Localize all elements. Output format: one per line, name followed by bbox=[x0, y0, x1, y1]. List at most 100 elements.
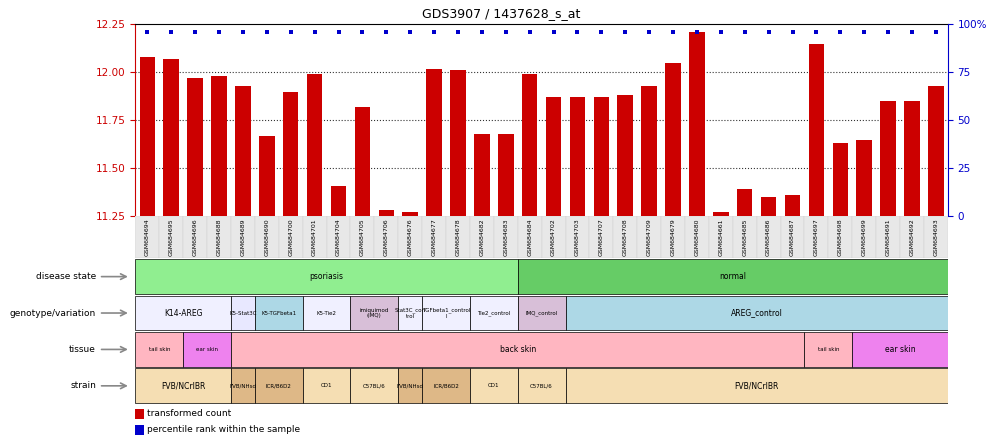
Bar bbox=[712, 212, 727, 216]
Text: TGFbeta1_control
l: TGFbeta1_control l bbox=[422, 307, 470, 319]
Bar bbox=[708, 216, 732, 258]
Bar bbox=[187, 78, 202, 216]
Bar bbox=[498, 134, 513, 216]
Bar bbox=[446, 216, 470, 258]
Text: ear skin: ear skin bbox=[196, 347, 217, 352]
Bar bbox=[517, 216, 541, 258]
Text: tissue: tissue bbox=[69, 345, 96, 354]
Text: GSM684677: GSM684677 bbox=[431, 218, 436, 256]
Text: strain: strain bbox=[70, 381, 96, 390]
Text: GSM684661: GSM684661 bbox=[717, 218, 722, 256]
Bar bbox=[808, 44, 824, 216]
Bar bbox=[135, 424, 143, 435]
Bar bbox=[350, 369, 398, 403]
Bar bbox=[780, 216, 804, 258]
Text: CD1: CD1 bbox=[488, 383, 499, 388]
Bar bbox=[303, 296, 350, 330]
Text: GSM684701: GSM684701 bbox=[312, 218, 317, 256]
Text: GSM684691: GSM684691 bbox=[885, 218, 890, 256]
Bar bbox=[474, 134, 489, 216]
Text: GSM684709: GSM684709 bbox=[646, 218, 651, 256]
Bar bbox=[904, 101, 919, 216]
Text: GSM684689: GSM684689 bbox=[240, 218, 245, 256]
Bar bbox=[517, 369, 565, 403]
Bar bbox=[230, 216, 255, 258]
Bar bbox=[303, 369, 350, 403]
Bar bbox=[565, 369, 947, 403]
Bar bbox=[402, 212, 418, 216]
Bar bbox=[331, 186, 346, 216]
Text: tail skin: tail skin bbox=[148, 347, 170, 352]
Bar bbox=[756, 216, 780, 258]
Text: Tie2_control: Tie2_control bbox=[477, 310, 510, 316]
Text: GSM684683: GSM684683 bbox=[503, 218, 508, 256]
Bar bbox=[684, 216, 708, 258]
Bar bbox=[828, 216, 852, 258]
Bar bbox=[135, 296, 230, 330]
Bar bbox=[470, 369, 517, 403]
Bar bbox=[422, 216, 446, 258]
Bar bbox=[736, 190, 752, 216]
Bar bbox=[565, 296, 947, 330]
Bar bbox=[183, 216, 206, 258]
Text: CD1: CD1 bbox=[321, 383, 332, 388]
Bar bbox=[732, 216, 756, 258]
Text: GSM684687: GSM684687 bbox=[790, 218, 795, 256]
Text: GSM684703: GSM684703 bbox=[574, 218, 579, 256]
Text: GSM684708: GSM684708 bbox=[622, 218, 627, 256]
Bar bbox=[660, 216, 684, 258]
Bar bbox=[804, 216, 828, 258]
Bar bbox=[804, 332, 852, 367]
Bar bbox=[230, 332, 804, 367]
Bar bbox=[832, 143, 848, 216]
Bar bbox=[688, 32, 704, 216]
Text: GSM684699: GSM684699 bbox=[861, 218, 866, 256]
Text: genotype/variation: genotype/variation bbox=[10, 309, 96, 317]
Bar bbox=[856, 139, 871, 216]
Text: normal: normal bbox=[718, 272, 745, 281]
Bar bbox=[422, 369, 470, 403]
Bar bbox=[761, 197, 776, 216]
Bar bbox=[470, 216, 493, 258]
Bar bbox=[450, 71, 465, 216]
Bar bbox=[307, 74, 322, 216]
Bar bbox=[876, 216, 899, 258]
Bar bbox=[259, 136, 275, 216]
Bar bbox=[135, 259, 517, 294]
Bar bbox=[521, 74, 537, 216]
Text: K14-AREG: K14-AREG bbox=[163, 309, 202, 317]
Bar bbox=[880, 101, 895, 216]
Text: ear skin: ear skin bbox=[884, 345, 915, 354]
Text: GSM684678: GSM684678 bbox=[455, 218, 460, 256]
Bar bbox=[784, 195, 800, 216]
Text: GSM684702: GSM684702 bbox=[550, 218, 555, 256]
Bar bbox=[255, 369, 303, 403]
Bar bbox=[923, 216, 947, 258]
Bar bbox=[355, 107, 370, 216]
Bar bbox=[230, 369, 255, 403]
Bar bbox=[545, 97, 561, 216]
Bar bbox=[589, 216, 612, 258]
Text: GSM684697: GSM684697 bbox=[813, 218, 818, 256]
Text: GSM684684: GSM684684 bbox=[527, 218, 532, 256]
Text: tail skin: tail skin bbox=[817, 347, 839, 352]
Text: GSM684690: GSM684690 bbox=[265, 218, 270, 256]
Text: C57BL/6: C57BL/6 bbox=[530, 383, 552, 388]
Bar bbox=[852, 216, 876, 258]
Text: FVB/NCrIBR: FVB/NCrIBR bbox=[161, 381, 205, 390]
Bar bbox=[517, 259, 947, 294]
Bar bbox=[493, 216, 517, 258]
Bar bbox=[135, 216, 159, 258]
Bar bbox=[541, 216, 565, 258]
Bar bbox=[569, 97, 584, 216]
Text: K5-Stat3C: K5-Stat3C bbox=[228, 310, 257, 316]
Bar bbox=[183, 332, 230, 367]
Bar bbox=[398, 216, 422, 258]
Text: ICR/B6D2: ICR/B6D2 bbox=[266, 383, 292, 388]
Bar bbox=[139, 57, 155, 216]
Bar bbox=[163, 59, 178, 216]
Bar bbox=[327, 216, 350, 258]
Bar bbox=[899, 216, 923, 258]
Bar bbox=[211, 76, 226, 216]
Text: GSM684676: GSM684676 bbox=[407, 218, 412, 256]
